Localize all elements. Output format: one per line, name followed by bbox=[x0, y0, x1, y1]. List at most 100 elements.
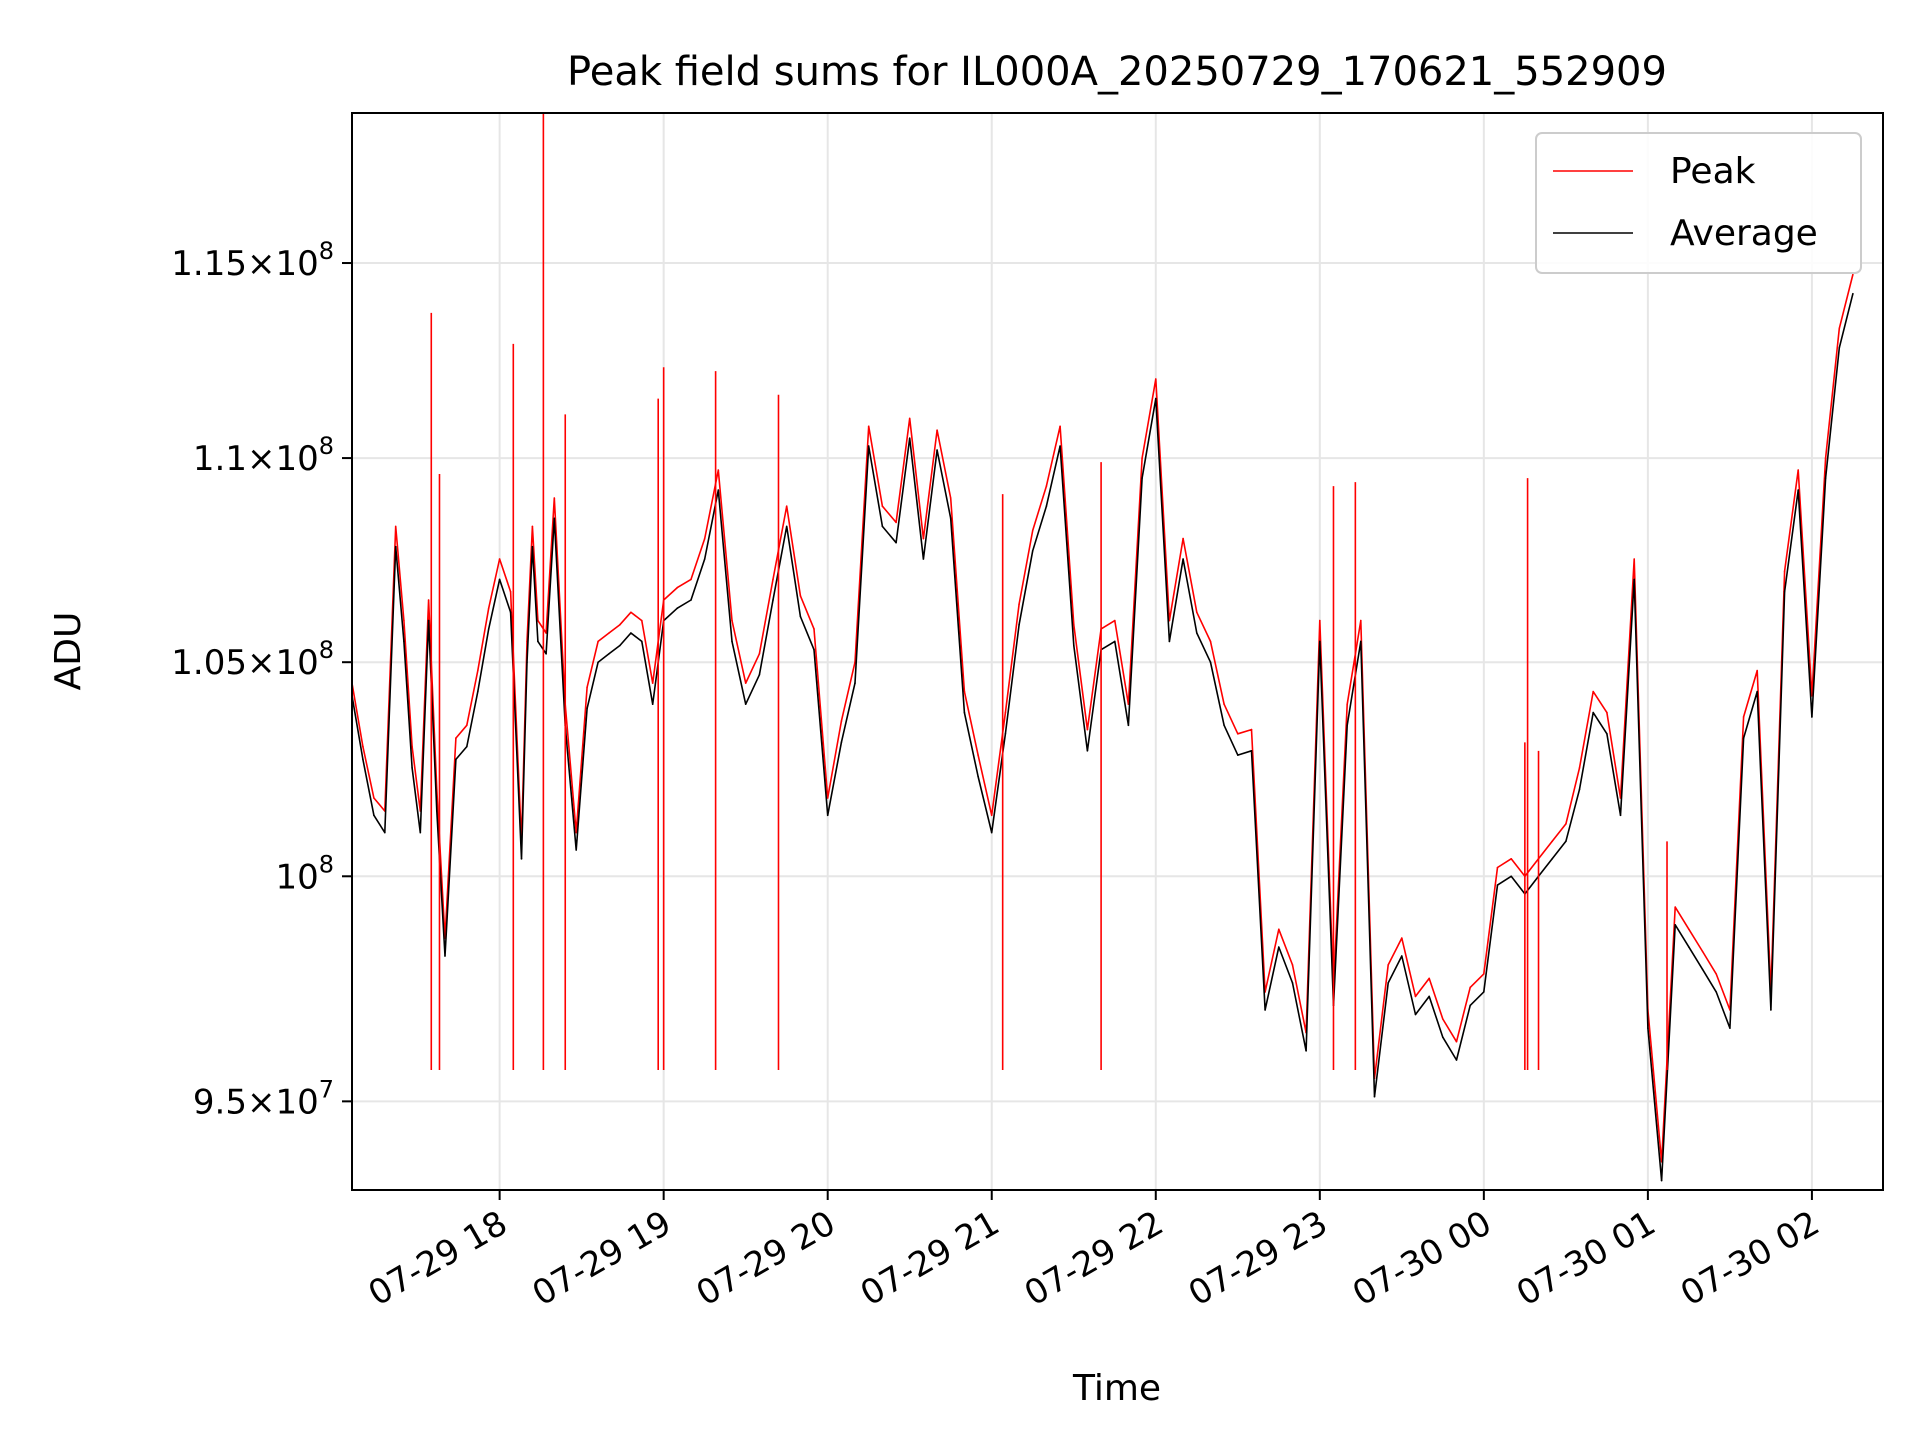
average-series-point bbox=[1469, 1004, 1471, 1007]
y-axis-label: ADU bbox=[48, 612, 89, 691]
average-series-point bbox=[403, 640, 405, 643]
peak-series-point bbox=[1196, 611, 1198, 614]
peak-series-point bbox=[1483, 973, 1485, 975]
average-series-point bbox=[1264, 1009, 1266, 1011]
peak-series-point bbox=[651, 682, 654, 684]
peak-series-point bbox=[411, 745, 413, 748]
average-series-point bbox=[1373, 1095, 1376, 1098]
peak-series-point bbox=[487, 607, 490, 609]
average-series-point bbox=[1127, 724, 1130, 727]
average-series-point bbox=[758, 674, 761, 676]
y-axis-ticks: 9.5×107 108 1.05×108 1.1×108 1.15×108 bbox=[171, 237, 352, 1122]
average-series-point bbox=[1004, 733, 1007, 735]
average-series-point bbox=[1237, 754, 1239, 756]
average-series-point bbox=[813, 648, 815, 651]
peak-series-point bbox=[1086, 728, 1089, 731]
average-series-point bbox=[384, 831, 386, 834]
y-tick-label: 1.1×108 bbox=[193, 432, 334, 479]
peak-series-point bbox=[1428, 977, 1430, 980]
average-series-point bbox=[936, 449, 938, 451]
average-series-point bbox=[1209, 661, 1212, 663]
peak-series-point bbox=[1155, 378, 1157, 380]
average-series-point bbox=[1729, 1027, 1731, 1029]
average-series-point bbox=[1838, 347, 1841, 349]
peak-series-point bbox=[1141, 457, 1143, 459]
legend: Peak Average bbox=[1535, 132, 1862, 274]
grid-lines bbox=[352, 113, 1883, 1190]
peak-series-point bbox=[394, 525, 397, 528]
average-series-point bbox=[520, 858, 523, 860]
average-series-point bbox=[1701, 968, 1704, 971]
average-series-point bbox=[895, 541, 897, 544]
average-series-point bbox=[703, 558, 706, 560]
average-series-point bbox=[744, 703, 747, 705]
average-series-point bbox=[498, 578, 501, 581]
peak-series-point bbox=[1250, 728, 1253, 731]
average-series-point bbox=[867, 445, 870, 447]
peak-series-point bbox=[1045, 485, 1048, 487]
peak-series-point bbox=[731, 619, 733, 622]
average-series-point bbox=[690, 599, 692, 601]
peak-series-point bbox=[1510, 858, 1512, 860]
peak-series-point bbox=[575, 831, 577, 834]
average-series-point bbox=[1578, 788, 1581, 791]
peak-series-point bbox=[1715, 973, 1717, 975]
peak-series-point bbox=[1031, 529, 1034, 532]
peak-series-point bbox=[1496, 866, 1499, 869]
average-series-point bbox=[1606, 733, 1608, 735]
peak-series-point bbox=[1606, 711, 1608, 714]
peak-series-point bbox=[1674, 906, 1676, 908]
average-series-point bbox=[1073, 644, 1075, 647]
legend-label-average: Average bbox=[1670, 213, 1818, 254]
peak-series-point bbox=[1742, 716, 1745, 718]
average-series-point bbox=[1770, 1009, 1772, 1011]
peak-series-point bbox=[1565, 823, 1567, 825]
average-series-point bbox=[785, 525, 788, 528]
peak-series-point bbox=[1346, 703, 1348, 705]
y-tick-label: 108 bbox=[275, 850, 334, 897]
average-series-line bbox=[351, 293, 1854, 1182]
average-series-point bbox=[1674, 924, 1676, 926]
average-series-point bbox=[1496, 884, 1499, 886]
peak-series-point bbox=[1114, 619, 1116, 622]
peak-series-point bbox=[619, 623, 621, 626]
peak-series-point bbox=[455, 737, 457, 739]
peak-series-point bbox=[1209, 640, 1212, 643]
average-series-point bbox=[651, 703, 654, 705]
peak-series-point bbox=[990, 814, 993, 817]
peak-series-point bbox=[1018, 603, 1020, 605]
average-series-point bbox=[826, 814, 829, 817]
peak-series-line bbox=[351, 274, 1854, 1163]
peak-series-point bbox=[373, 797, 375, 799]
chart-title: Peak field sums for IL000A_20250729_1706… bbox=[567, 49, 1667, 95]
average-series-point bbox=[1510, 875, 1512, 878]
peak-series-point bbox=[1414, 995, 1417, 998]
average-series-point bbox=[553, 517, 556, 520]
peak-series-point bbox=[403, 619, 405, 622]
peak-series-point bbox=[717, 469, 720, 471]
peak-series-point bbox=[509, 590, 512, 593]
average-series-point bbox=[731, 640, 733, 643]
average-series-point bbox=[1742, 737, 1745, 739]
average-series-point bbox=[1182, 558, 1184, 560]
average-series-point bbox=[977, 775, 979, 778]
average-series-point bbox=[1196, 632, 1198, 634]
average-series-point bbox=[854, 682, 856, 684]
average-series-point bbox=[1592, 711, 1594, 714]
average-series-point bbox=[1059, 445, 1061, 447]
peak-series-point bbox=[908, 417, 911, 420]
peak-series-point bbox=[545, 632, 547, 634]
average-series-point bbox=[526, 661, 528, 663]
average-series-point bbox=[1647, 1027, 1649, 1029]
peak-series-point bbox=[895, 521, 897, 524]
peak-series-point bbox=[881, 505, 884, 508]
average-series-point bbox=[1414, 1013, 1417, 1016]
average-series-point bbox=[586, 707, 588, 710]
average-series-point bbox=[949, 517, 952, 520]
peak-series-point bbox=[758, 653, 761, 655]
peak-series-point bbox=[785, 505, 788, 508]
peak-series-point bbox=[608, 632, 610, 634]
average-series-point bbox=[1455, 1059, 1458, 1061]
peak-series-point bbox=[1059, 425, 1061, 428]
